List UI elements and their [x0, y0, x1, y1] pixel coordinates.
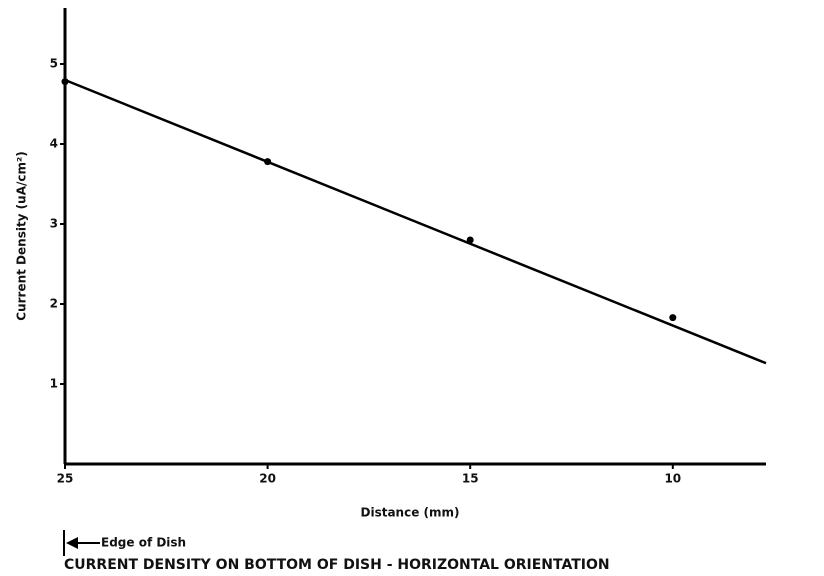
- x-axis-label: Distance (mm): [361, 506, 460, 520]
- chart-title: CURRENT DENSITY ON BOTTOM OF DISH - HORI…: [64, 557, 610, 573]
- x-tick-label: 25: [57, 472, 74, 486]
- y-tick-label: 3: [50, 217, 58, 231]
- line: [64, 78, 767, 365]
- y-tick-label: 4: [50, 137, 58, 151]
- y-tick-label: 1: [50, 377, 58, 391]
- y-tick-label: 5: [50, 57, 58, 71]
- x-tick-label: 20: [259, 472, 276, 486]
- edge-arrow-head: [66, 537, 78, 549]
- y-tick-label: 2: [50, 297, 58, 311]
- y-axis-label: Current Density (uA/cm²): [15, 151, 29, 320]
- point: [669, 314, 677, 322]
- x-tick-label: 15: [462, 472, 479, 486]
- x-tick-label: 10: [664, 472, 681, 486]
- annotation: Edge of Dish: [101, 536, 186, 550]
